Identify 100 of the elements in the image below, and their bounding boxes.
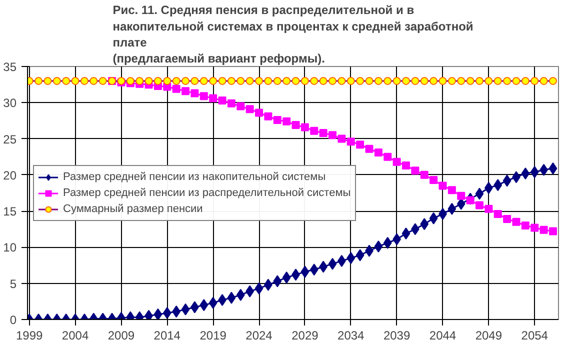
point bbox=[181, 303, 190, 316]
point bbox=[282, 117, 291, 126]
point bbox=[34, 76, 43, 85]
point bbox=[392, 76, 401, 85]
y-tick-label: 35 bbox=[3, 60, 17, 74]
point bbox=[264, 112, 272, 120]
x-tick-label: 2019 bbox=[200, 328, 227, 342]
point bbox=[530, 224, 539, 232]
point bbox=[438, 76, 447, 85]
point bbox=[300, 76, 309, 85]
point bbox=[236, 102, 245, 110]
point bbox=[420, 218, 429, 230]
point bbox=[384, 152, 392, 161]
point bbox=[264, 76, 272, 85]
point bbox=[521, 167, 530, 180]
point bbox=[209, 76, 218, 85]
point bbox=[172, 84, 180, 93]
point bbox=[328, 131, 337, 140]
point bbox=[144, 310, 153, 320]
point bbox=[218, 76, 226, 85]
point bbox=[356, 76, 364, 85]
point bbox=[402, 162, 410, 170]
point bbox=[126, 76, 134, 85]
point bbox=[530, 76, 539, 85]
point bbox=[475, 188, 484, 200]
point bbox=[475, 201, 484, 210]
point bbox=[430, 76, 438, 85]
point bbox=[310, 76, 318, 85]
point bbox=[227, 99, 236, 108]
point bbox=[383, 236, 392, 249]
point bbox=[374, 148, 382, 157]
point bbox=[200, 92, 208, 100]
point bbox=[208, 296, 218, 309]
point bbox=[512, 76, 520, 85]
point bbox=[227, 292, 236, 304]
point bbox=[540, 76, 548, 85]
point bbox=[255, 76, 264, 85]
point bbox=[310, 264, 318, 276]
point bbox=[448, 76, 456, 85]
point bbox=[338, 134, 346, 143]
y-tick-label: 0 bbox=[10, 313, 17, 327]
point bbox=[98, 76, 107, 85]
point bbox=[503, 215, 512, 224]
point bbox=[356, 140, 364, 149]
point bbox=[163, 76, 172, 85]
point bbox=[374, 240, 383, 252]
x-tick-label: 2039 bbox=[383, 328, 410, 342]
point bbox=[328, 258, 337, 270]
point bbox=[200, 76, 208, 85]
point bbox=[512, 218, 520, 226]
point bbox=[548, 76, 557, 85]
point bbox=[136, 76, 144, 85]
point bbox=[411, 166, 420, 175]
point bbox=[300, 123, 309, 132]
point bbox=[80, 76, 88, 85]
point bbox=[209, 94, 218, 102]
point bbox=[182, 76, 190, 85]
point bbox=[438, 182, 447, 190]
point bbox=[457, 192, 466, 200]
point bbox=[494, 76, 502, 85]
point bbox=[494, 210, 502, 218]
point bbox=[402, 76, 410, 85]
point bbox=[255, 108, 264, 117]
point bbox=[521, 222, 530, 230]
point bbox=[448, 186, 456, 194]
point bbox=[392, 158, 401, 166]
point bbox=[62, 76, 70, 85]
point bbox=[430, 176, 438, 184]
point bbox=[429, 212, 438, 224]
point bbox=[346, 252, 356, 264]
point bbox=[374, 76, 382, 85]
point bbox=[300, 266, 310, 278]
y-tick-label: 15 bbox=[3, 204, 17, 219]
point bbox=[548, 162, 558, 174]
point bbox=[346, 138, 355, 146]
point bbox=[420, 170, 428, 179]
point bbox=[154, 76, 162, 85]
x-tick-label: 2054 bbox=[521, 328, 548, 342]
point bbox=[218, 96, 226, 104]
point bbox=[420, 76, 428, 85]
point bbox=[494, 179, 502, 192]
point bbox=[246, 105, 254, 114]
point bbox=[154, 308, 162, 320]
x-tick-label: 2049 bbox=[475, 328, 502, 342]
point bbox=[548, 227, 557, 236]
point bbox=[172, 76, 180, 85]
point bbox=[411, 76, 420, 85]
point bbox=[52, 76, 61, 85]
point bbox=[319, 76, 328, 85]
y-tick-label: 20 bbox=[3, 168, 17, 182]
point bbox=[503, 76, 512, 85]
point bbox=[273, 76, 282, 85]
point bbox=[227, 76, 236, 85]
point bbox=[448, 202, 456, 215]
point bbox=[365, 144, 374, 153]
point bbox=[71, 76, 80, 85]
point bbox=[292, 76, 300, 85]
x-tick-label: 2004 bbox=[62, 328, 89, 342]
x-tick-label: 2029 bbox=[292, 328, 319, 342]
point bbox=[384, 76, 392, 85]
